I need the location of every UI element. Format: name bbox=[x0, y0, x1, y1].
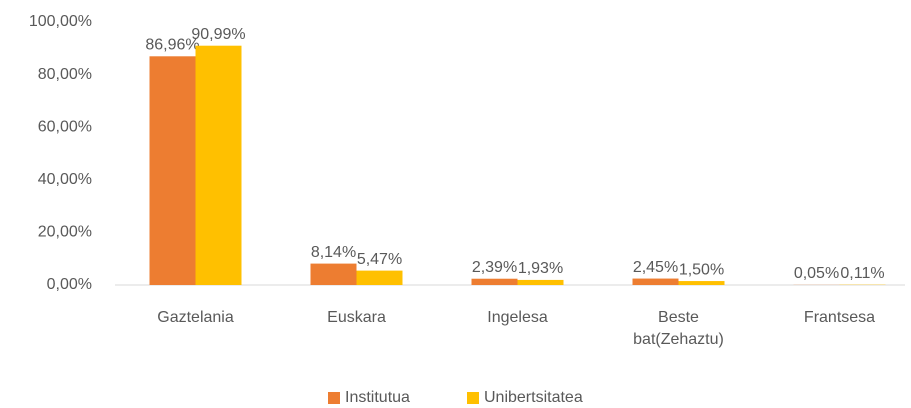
legend-label: Institutua bbox=[345, 389, 410, 406]
value-label: 2,39% bbox=[472, 259, 517, 276]
value-label: 0,05% bbox=[794, 265, 839, 282]
bar bbox=[149, 56, 196, 286]
x-tick-label: Beste bat(Zehaztu) bbox=[633, 309, 724, 348]
y-tick-label: 100,00% bbox=[29, 13, 92, 30]
x-tick-label: Frantsesa bbox=[803, 309, 876, 326]
x-tick-label: Ingelesa bbox=[487, 309, 548, 326]
value-label: 1,50% bbox=[679, 261, 724, 278]
legend-swatch bbox=[467, 392, 479, 404]
bar bbox=[356, 270, 403, 285]
bar bbox=[678, 281, 725, 285]
value-label: 1,93% bbox=[518, 260, 563, 277]
x-tick-label: Gaztelania bbox=[157, 309, 234, 326]
bar bbox=[471, 278, 518, 285]
value-label: 86,96% bbox=[145, 37, 199, 54]
y-tick-label: 20,00% bbox=[38, 224, 92, 241]
value-label: 0,11% bbox=[840, 265, 884, 282]
bar bbox=[195, 45, 242, 285]
bar bbox=[310, 263, 357, 285]
legend-label: Unibertsitatea bbox=[484, 389, 583, 406]
value-label: 2,45% bbox=[633, 259, 678, 276]
value-label: 5,47% bbox=[357, 251, 402, 268]
legend-swatch bbox=[328, 392, 340, 404]
x-tick-label: Euskara bbox=[327, 309, 386, 326]
y-tick-label: 40,00% bbox=[38, 171, 92, 188]
y-tick-label: 80,00% bbox=[38, 66, 92, 83]
bar bbox=[517, 279, 564, 285]
value-label: 90,99% bbox=[191, 26, 245, 43]
value-label: 8,14% bbox=[311, 244, 356, 261]
y-tick-label: 60,00% bbox=[38, 118, 92, 135]
y-tick-label: 0,00% bbox=[47, 276, 92, 293]
bar bbox=[632, 278, 679, 285]
